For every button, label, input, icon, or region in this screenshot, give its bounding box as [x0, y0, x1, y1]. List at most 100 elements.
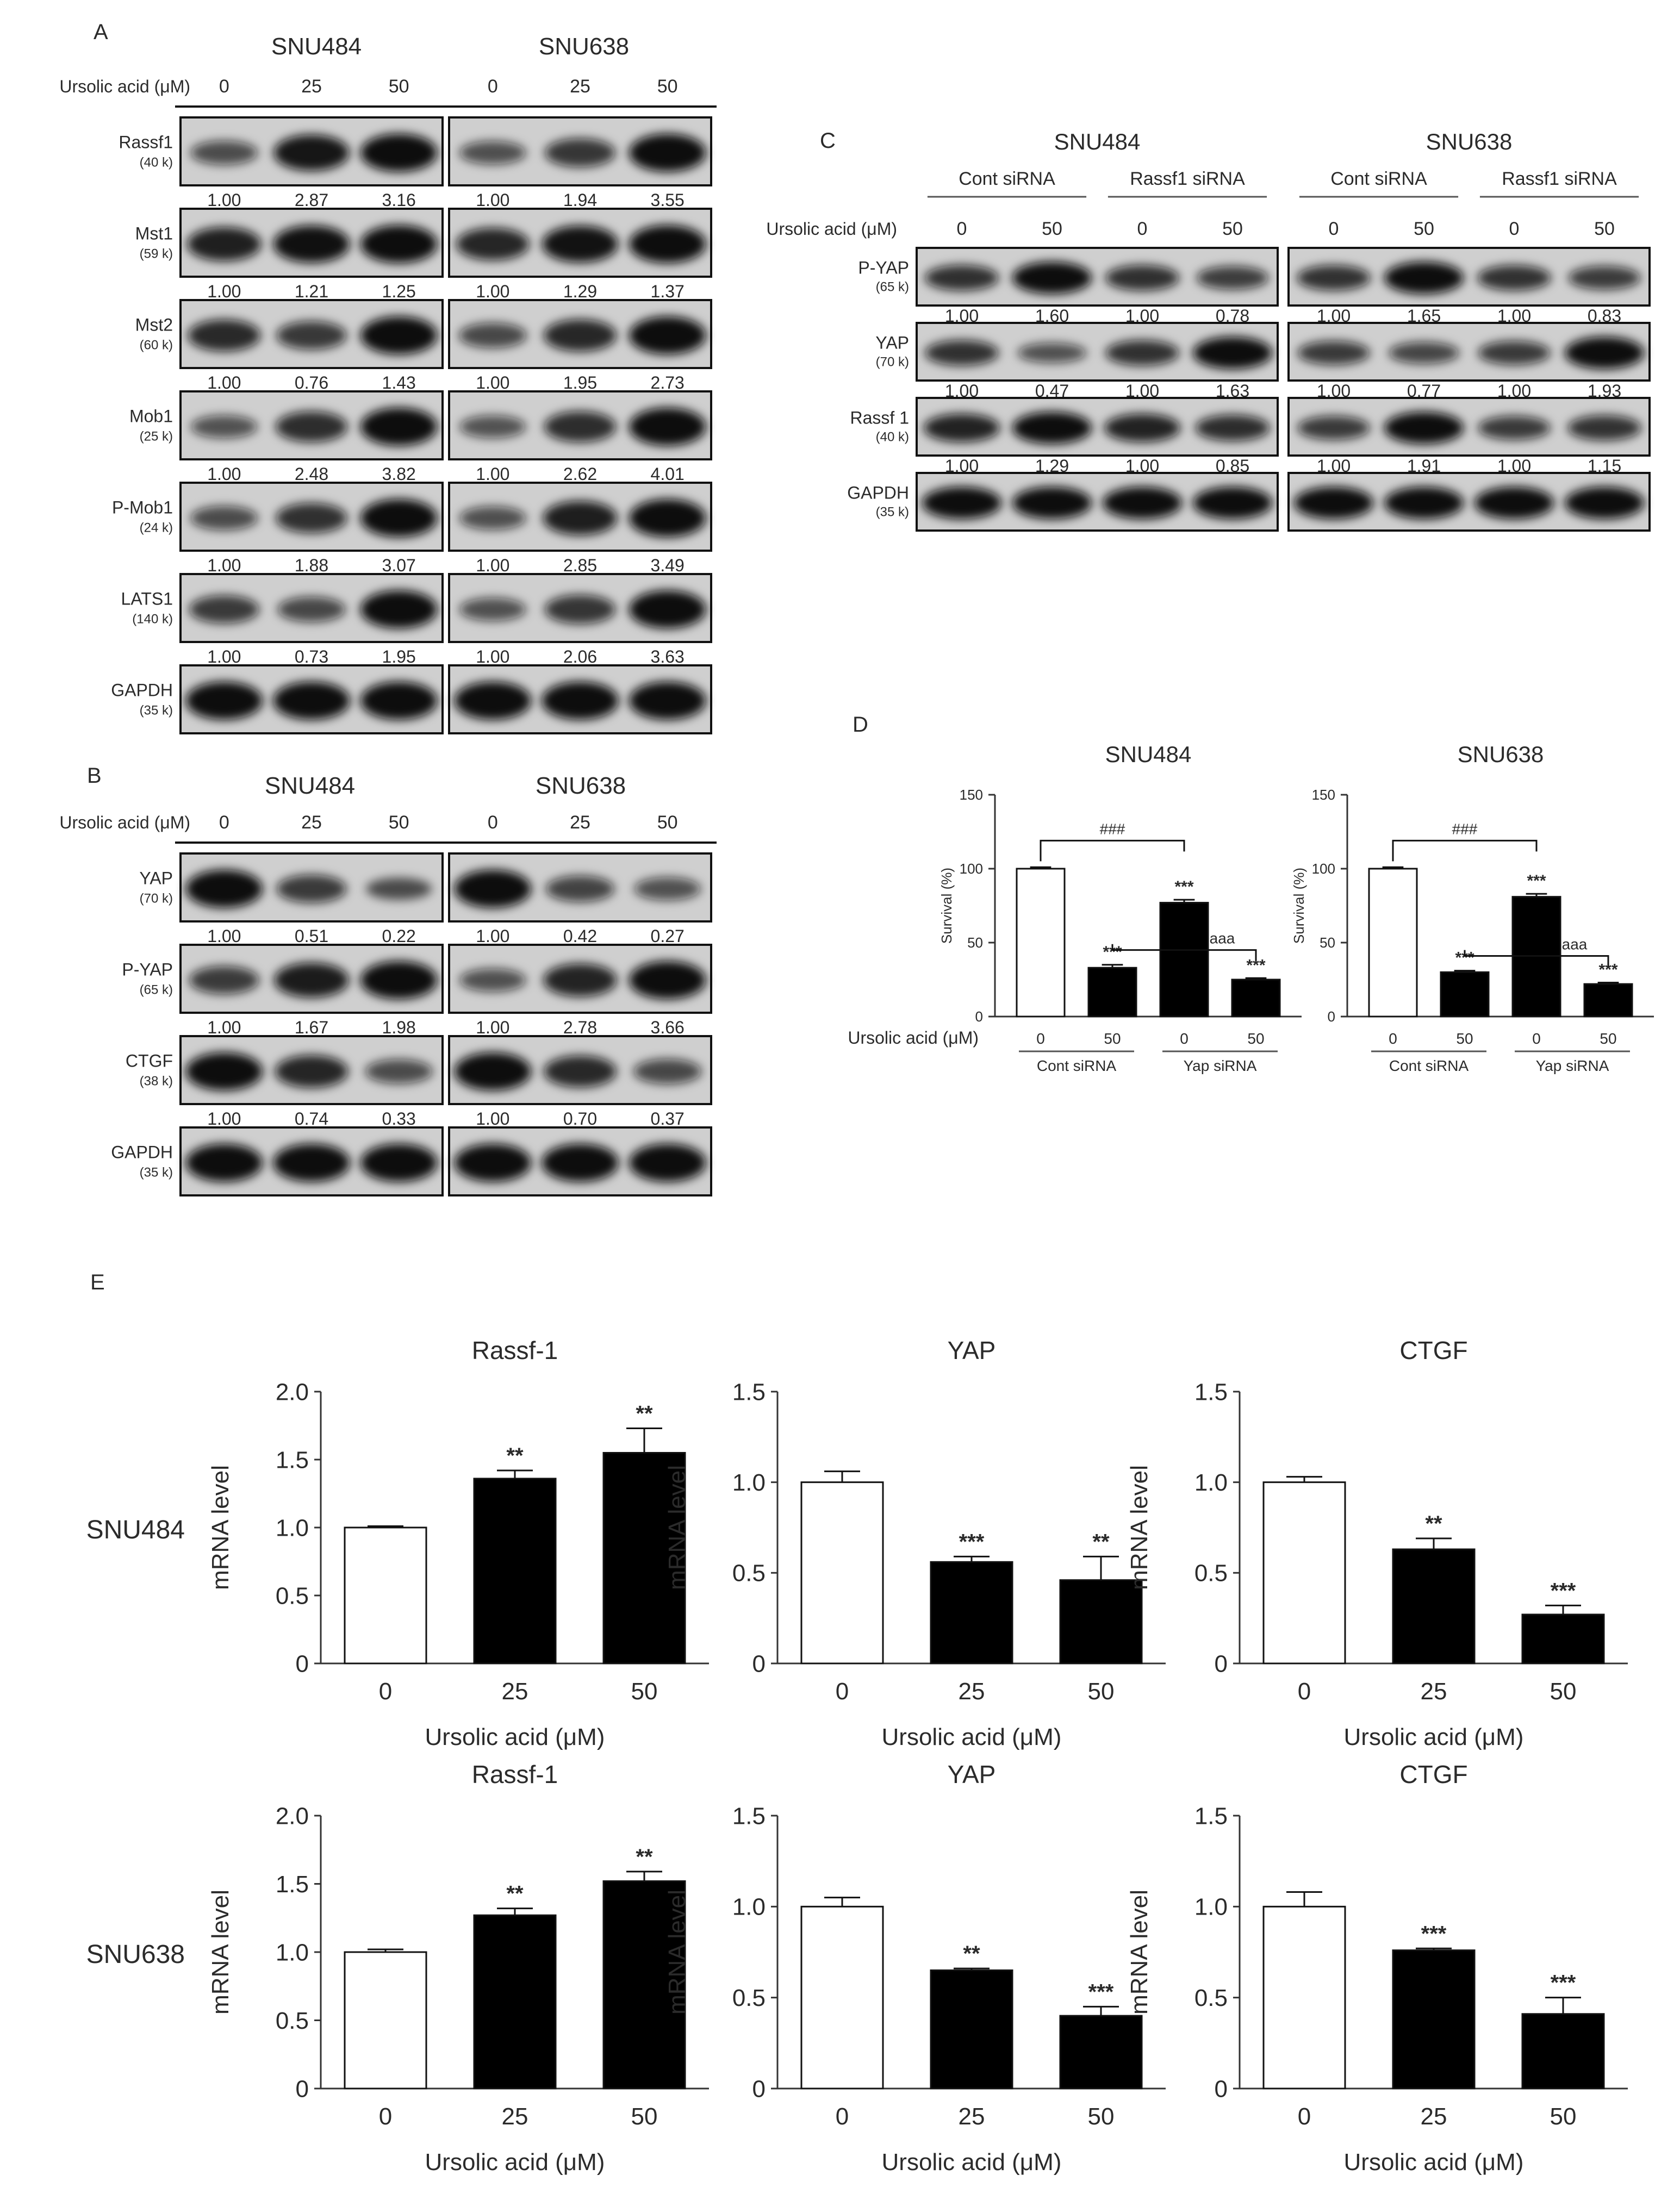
panel-e-snu638-yap-ylabel: mRNA level [664, 1890, 690, 2015]
panel-d-chart-snu638-xcat-4: 50 [1600, 1030, 1616, 1047]
panel-b-western-blot: SNU484 SNU638 Ursolic acid (μM) 0 0 25 25 50 50 Y… [59, 772, 717, 1196]
panel-e-snu484-rassf-1-xlabel: Ursolic acid (μM) [425, 1724, 605, 1750]
panelA-mst1-row1-snu484-band-2 [273, 225, 350, 263]
panelB-yap-row0-snu484-band-1 [185, 870, 263, 908]
panel-e-snu638-ctgf-sig-2: *** [1421, 1922, 1447, 1946]
panelA-rassf1-row0-snu484-band-3 [360, 134, 438, 172]
panelA-title-snu484: SNU484 [271, 33, 362, 60]
panelA-rassf1-row0-snu484-value-3: 3.16 [382, 190, 416, 210]
panel-d-chart-snu484-bar-4 [1231, 978, 1281, 1018]
panel-c-rassf-1-row2-snu638-band-3 [1478, 416, 1551, 440]
panel-d-chart-snu484-xlabel: Ursolic acid (μM) [848, 1028, 979, 1048]
panel-e-snu484-rassf-1-xcat-1: 0 [379, 1678, 392, 1705]
panel-e-snu484-ctgf-bar-1 [1262, 1481, 1346, 1665]
panel-e-snu638-yap-xcat-2: 25 [959, 2103, 985, 2130]
panel-e-snu638-ctgf-bar-3 [1521, 2013, 1605, 2090]
panel-c-rassf-1-row2-snu484-band-1 [923, 414, 1000, 442]
panelA-rassf1-row0-snu638-value-2: 1.94 [563, 190, 597, 210]
panel-e-snu638-ctgf-ytick-label-0: 0 [1215, 2075, 1228, 2102]
panel-e-snu484-ctgf-xcat-3: 50 [1550, 1678, 1577, 1705]
panel-e-snu484-ctgf-ytick-label-0: 0 [1215, 1650, 1228, 1677]
panelA-mst2-row2-snu638-band-1 [458, 322, 527, 348]
panelB-ctgf-row2-snu638-band-3 [633, 1058, 702, 1084]
panel-d-chart-snu484-bracket-2 [1111, 944, 1257, 961]
panel-e-snu638-yap-xlabel: Ursolic acid (μM) [882, 2149, 1062, 2176]
panel-e-snu484-rassf-1-xcat-3: 50 [631, 1678, 658, 1705]
panelA-mst2-row2-mw-label: (60 k) [140, 338, 173, 352]
panelA-mob1-row3-snu484-band-3 [360, 408, 438, 446]
panelB-p-yap-row1-snu484-value-2: 1.67 [295, 1018, 328, 1037]
panelA-mst1-row1-snu484-band-3 [360, 225, 438, 263]
panelB-ctgf-row2-protein-label: CTGF [126, 1051, 173, 1070]
panelB-yap-row0-snu638-value-1: 1.00 [476, 926, 509, 946]
panel-d-chart-snu638-ytick-label-50: 50 [1320, 934, 1335, 951]
panelA-mst1-row1-snu638-value-1: 1.00 [476, 282, 509, 301]
panelA-mst1-row1-snu484-value-2: 1.21 [295, 282, 328, 301]
panel-e-snu638-yap-xcat-3: 50 [1088, 2103, 1115, 2130]
panel-e-snu638-rassf-1-xcat-2: 25 [502, 2103, 528, 2130]
panel-e-snu638-rassf-1-bar-1 [344, 1951, 427, 2090]
panel-d-chart-snu638-xcat-1: 0 [1389, 1030, 1397, 1047]
panel-e-snu484-rassf-1-sig-3: ** [636, 1402, 653, 1426]
panel-e-snu638-rassf-1-sig-2: ** [506, 1882, 524, 1906]
panel-e-snu638-yap-bar-1 [800, 1905, 884, 2090]
panel-c-p-yap-row0-snu638-band-2 [1384, 261, 1464, 294]
panelA-dose-snu484-25: 25 [301, 76, 322, 97]
panelA-rassf1-row0-snu484-band-2 [273, 134, 350, 171]
panelB-p-yap-row1-snu484-value-3: 1.98 [382, 1018, 416, 1037]
panelA-mst2-row2-protein-label: Mst2 [135, 315, 173, 334]
panelA-gapdh-row6-snu484-band-1 [185, 682, 263, 720]
panelB-yap-row0-snu638-band-1 [454, 870, 532, 908]
panel-d-chart-snu484-bracket-label-1: ### [1100, 820, 1125, 837]
panelA-p-mob1-row4-mw-label: (24 k) [140, 520, 173, 535]
panel-c-western-blot: SNU484 SNU638 Cont siRNA Rassf1 siRNA 0 50 0 50… [766, 129, 1651, 532]
panel-e-snu484-ctgf-xcat-1: 0 [1298, 1678, 1311, 1705]
panelA-p-mob1-row4-snu484-value-3: 3.07 [382, 556, 416, 575]
panelB-p-yap-row1-snu484-value-1: 1.00 [207, 1018, 241, 1037]
panel-c-snu638-dose-3: 0 [1509, 219, 1520, 239]
panelB-p-yap-row1-snu484-band-1 [189, 966, 259, 994]
panelA-mob1-row3-snu484-value-2: 2.48 [295, 464, 328, 484]
panel-e-snu484-yap-bar-3 [1059, 1579, 1143, 1665]
panelB-yap-row0-snu638-value-2: 0.42 [563, 926, 597, 946]
panelB-p-yap-row1-snu638-band-1 [459, 968, 526, 992]
panelA-lats1-row5-snu484-band-2 [277, 596, 346, 622]
panelB-ctgf-row2-snu484-value-3: 0.33 [382, 1109, 416, 1129]
panelA-dose-snu638-50: 50 [657, 76, 678, 97]
panelA-mob1-row3-snu638-band-2 [544, 411, 617, 442]
panelA-rassf1-row0-snu638-value-3: 3.55 [651, 190, 685, 210]
panel-c-title-snu484: SNU484 [1054, 129, 1141, 154]
panel-c-snu484-dose-2: 50 [1042, 219, 1062, 239]
panel-e-snu484-yap-ytick-label-0: 0 [752, 1650, 766, 1677]
panel-c-rassf-1-row2-mw-label: (40 k) [876, 430, 909, 445]
panel-e-snu638-ctgf-sig-3: *** [1551, 1971, 1576, 1995]
panel-e-snu638-rassf-1-ylabel: mRNA level [207, 1890, 234, 2015]
panelA-lats1-row5-snu638-value-1: 1.00 [476, 647, 509, 666]
panel-c-rassf-1-row2-snu638-band-2 [1384, 412, 1464, 444]
panel-letter-b: B [87, 764, 102, 788]
panel-e-snu638-rassf-1-xcat-3: 50 [631, 2103, 658, 2130]
panel-letter-d: D [853, 713, 868, 737]
panelA-rassf1-row0-mw-label: (40 k) [140, 155, 173, 170]
panel-e-snu638-rassf-1-row-label: SNU638 [86, 1940, 185, 1969]
panelA-rassf1-row0-snu638-band-1 [459, 141, 526, 165]
panelA-mst2-row2-snu484-value-2: 0.76 [295, 373, 328, 392]
panel-e-snu484-ctgf-bar-3 [1521, 1613, 1605, 1665]
panel-c-p-yap-row0-snu638-band-3 [1477, 265, 1551, 291]
panel-c-snu638-group-cont-sirna: Cont siRNA [1330, 169, 1427, 189]
panel-e-snu638-rassf-1-bar-3 [602, 1880, 686, 2090]
panel-c-yap-row1-protein-label: YAP [875, 333, 909, 353]
panelA-gapdh-row6-snu484-band-2 [273, 682, 350, 720]
panelB-ctgf-row2-snu638-value-3: 0.37 [651, 1109, 685, 1129]
panelB-p-yap-row1-protein-label: P-YAP [122, 959, 173, 979]
panel-e-mrna-charts: Rassf-1 0 0.5 1.0 1.5 2.0 mRNA level 0 ** 25 ** 50 U… [86, 1336, 1628, 2176]
panelB-gapdh-row3-snu638-band-2 [542, 1144, 619, 1182]
panelA-mst2-row2-snu484-value-3: 1.43 [382, 373, 416, 392]
panel-d-chart-snu638-bracket-1 [1392, 839, 1538, 862]
panel-e-snu638-yap-sig-3: *** [1088, 1980, 1114, 2004]
panel-e-snu638-ctgf-bar-2 [1392, 1949, 1476, 2090]
panelB-yap-row0-snu484-value-3: 0.22 [382, 926, 416, 946]
panel-d-chart-snu638-ylabel: Survival (%) [1291, 868, 1307, 944]
panelA-mst2-row2-snu638-value-1: 1.00 [476, 373, 509, 392]
panel-d-chart-snu638-ytick-label-150: 150 [1312, 787, 1335, 803]
